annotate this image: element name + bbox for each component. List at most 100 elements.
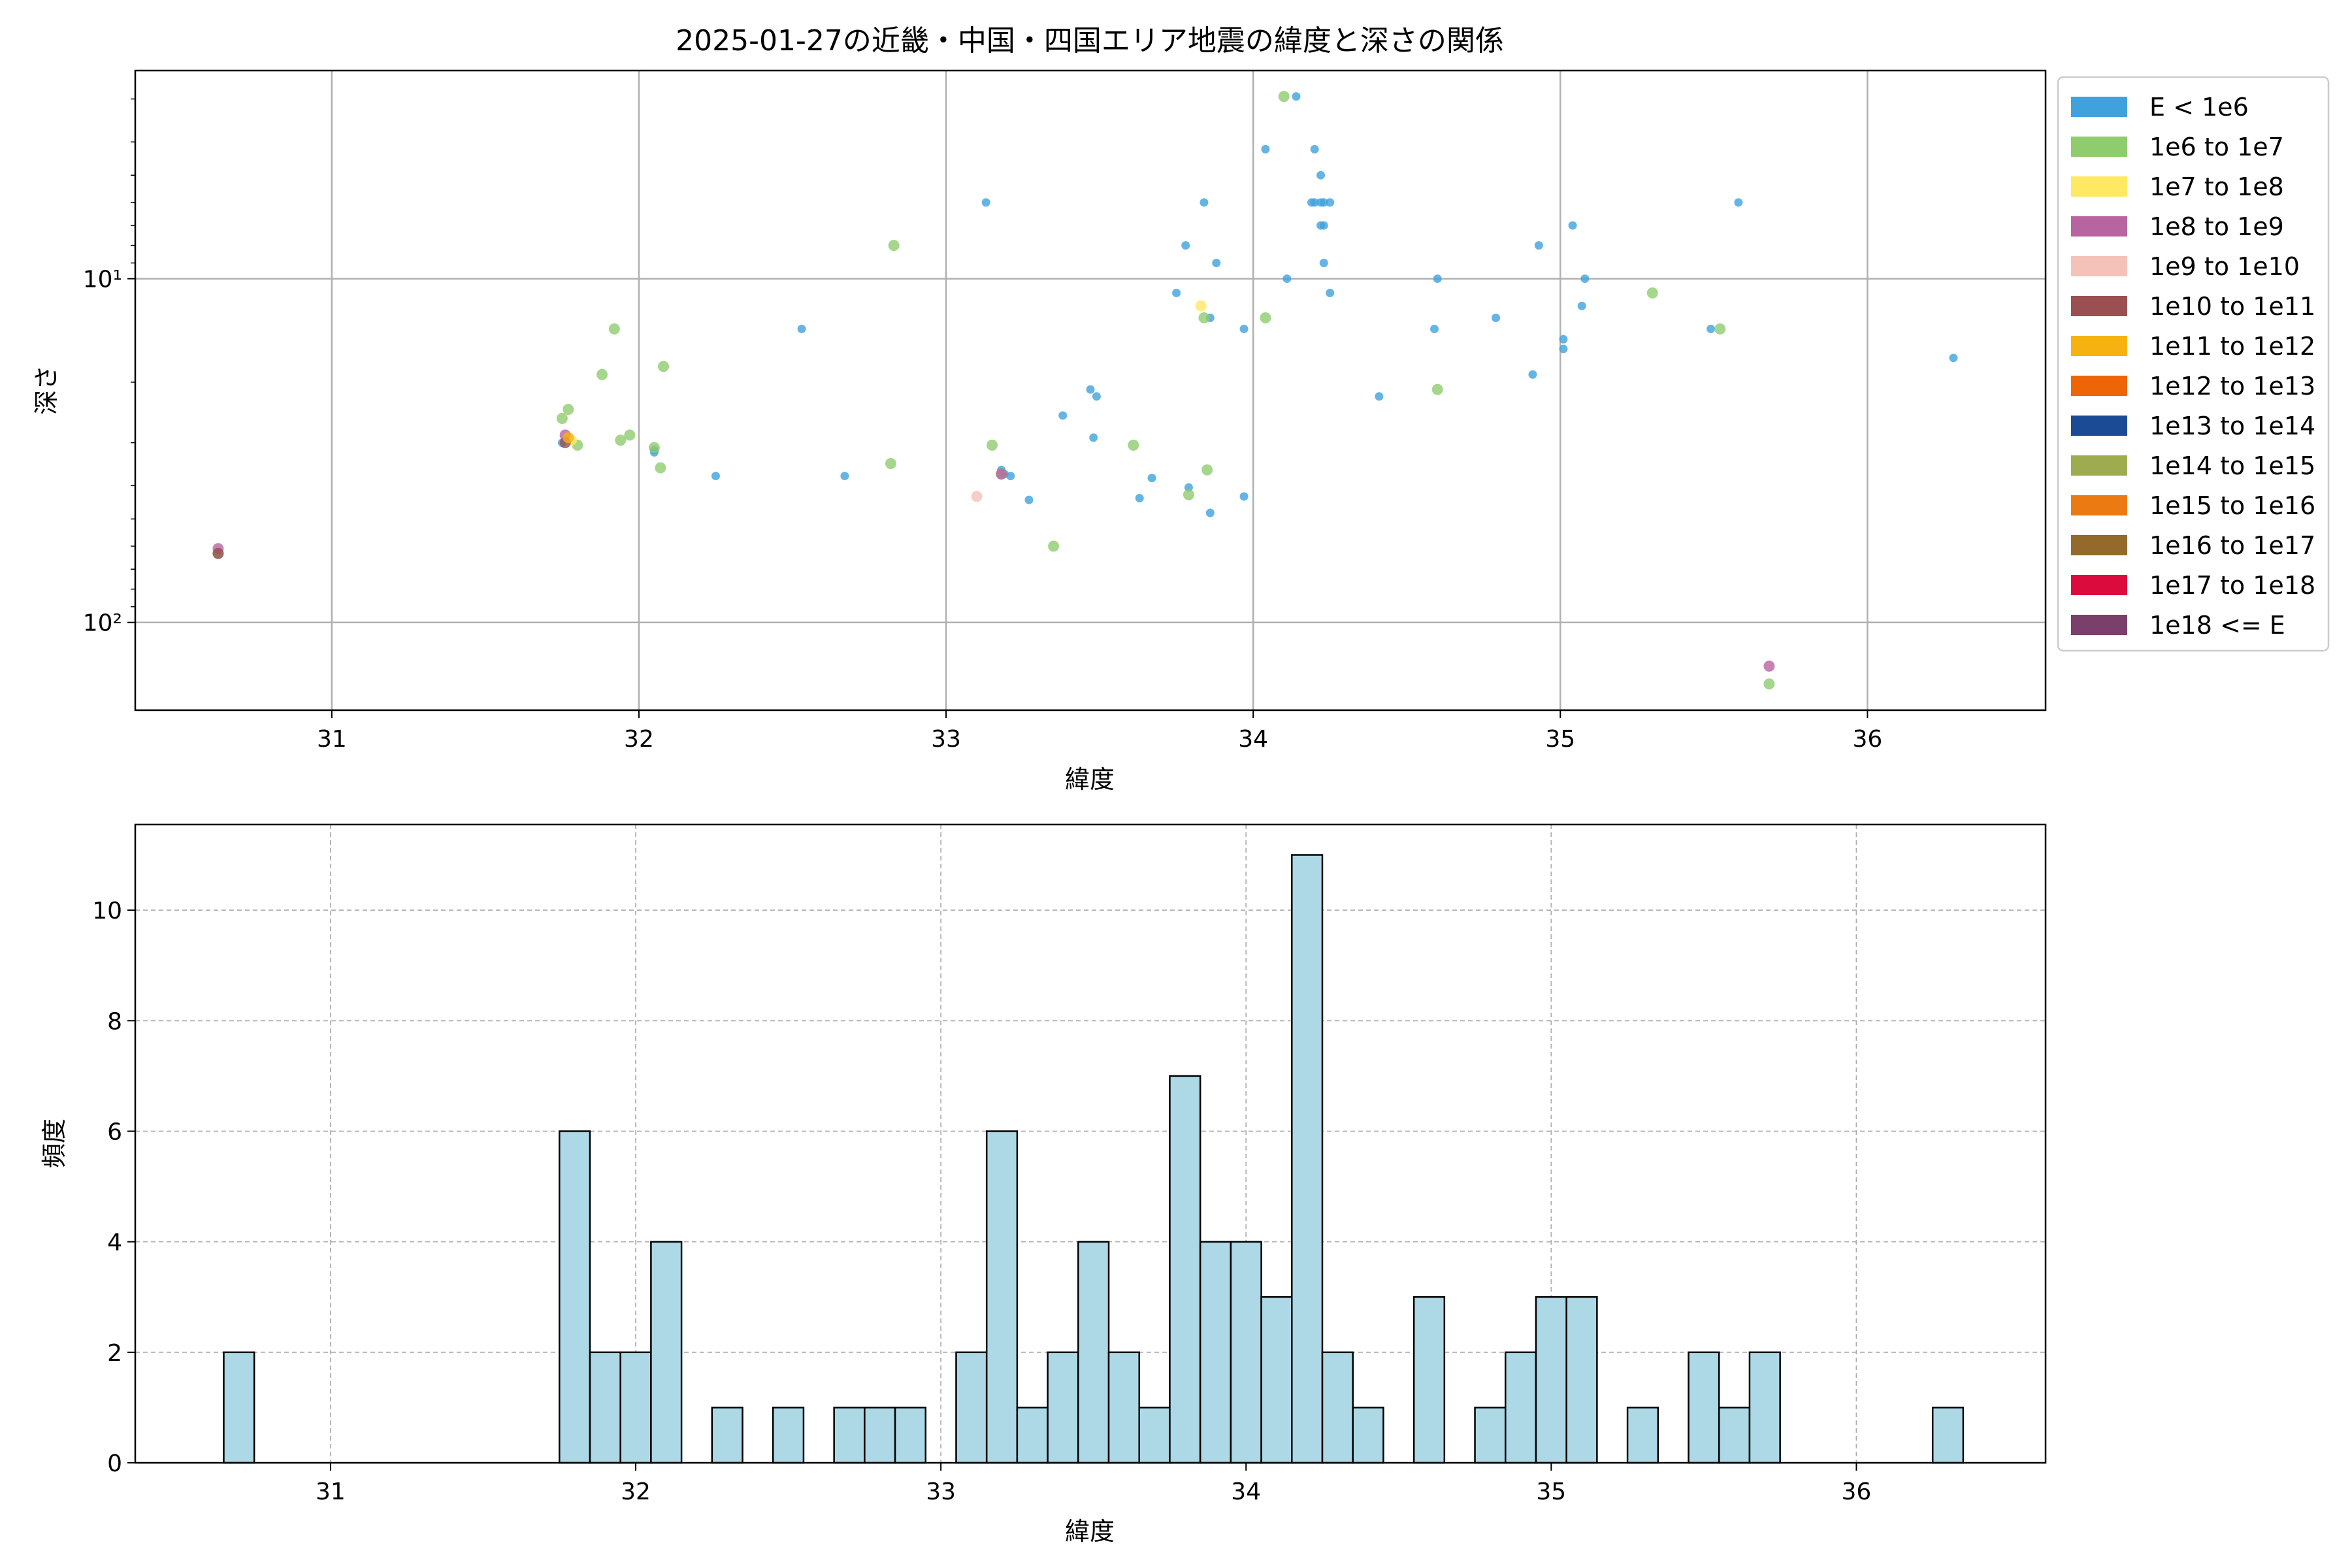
scatter-point [840,472,849,481]
figure-title: 2025-01-27の近畿・中国・四国エリア地震の緯度と深さの関係 [676,24,1504,57]
scatter-point [1278,91,1290,103]
histogram-y-tick-label: 4 [107,1230,122,1256]
scatter-point [1319,259,1328,268]
histogram-bar [1688,1351,1720,1464]
scatter-point [1431,384,1443,395]
histogram-bar [559,1130,591,1464]
scatter-point [596,368,608,380]
histogram-bar [1748,1351,1781,1464]
scatter-point [1492,314,1501,323]
scatter-x-tick-label: 34 [1238,726,1268,753]
histogram-x-tick-label: 36 [1841,1478,1871,1505]
scatter-point [658,361,670,372]
scatter-point [1086,385,1095,394]
scatter-plot-frame [134,69,2047,711]
scatter-point [996,468,1007,480]
legend-label: 1e7 to 1e8 [2149,172,2284,201]
histogram-bar [1535,1296,1567,1464]
scatter-point [1181,241,1190,250]
scatter-x-axis-label: 緯度 [1065,765,1115,794]
histogram-bar [1321,1351,1354,1464]
histogram-bar [1047,1351,1079,1464]
histogram-y-tick-label: 8 [107,1008,122,1035]
scatter-point [563,404,574,416]
scatter-point [1024,495,1034,504]
scatter-point [1949,353,1958,363]
legend-label: 1e8 to 1e9 [2149,212,2284,241]
histogram-x-tick-label: 35 [1536,1478,1566,1505]
histogram-bar [1718,1407,1751,1464]
scatter-point [1212,259,1221,268]
scatter-point [987,439,998,451]
histogram-bar [711,1407,743,1464]
scatter-ticks: 31 32 33 34 35 36 10¹ 10² [83,98,1882,753]
scatter-point [608,323,620,335]
legend-label: 1e10 to 1e11 [2149,292,2315,321]
histogram-y-tick-label: 2 [107,1340,122,1367]
histogram-bar [864,1407,896,1464]
legend-label: E < 1e6 [2149,93,2249,122]
legend-swatch [2071,535,2127,555]
scatter-point [1326,288,1335,297]
scatter-point [1430,324,1439,333]
legend-label: 1e17 to 1e18 [2149,571,2315,600]
scatter-point [615,434,627,446]
histogram-x-tick-label: 31 [316,1478,346,1505]
scatter-point [1205,508,1215,517]
histogram-bar [1565,1296,1598,1464]
legend-swatch [2071,176,2127,197]
histogram-bar [1138,1407,1171,1464]
histogram-bar [1169,1075,1201,1464]
legend-label: 1e15 to 1e16 [2149,491,2315,520]
legend-swatch [2071,455,2127,476]
histogram-bar [772,1407,805,1464]
histogram-bar [1626,1407,1659,1464]
histogram-x-tick-label: 34 [1231,1478,1261,1505]
scatter-y-tick-label: 10¹ [83,267,122,293]
scatter-point [1200,198,1209,207]
histogram-bar [1107,1351,1140,1464]
histogram-bar [1413,1296,1446,1464]
scatter-point [1282,274,1292,284]
legend-swatch [2071,216,2127,237]
histogram-x-tick-label: 33 [926,1478,956,1505]
scatter-point [1319,221,1328,230]
legend-swatch [2071,256,2127,276]
scatter-point [1128,439,1139,451]
histogram-x-axis-label: 緯度 [1065,1517,1115,1546]
histogram-y-tick-label: 6 [107,1119,122,1145]
scatter-point [1316,171,1326,180]
legend-label: 1e14 to 1e15 [2149,451,2315,480]
legend-items: E < 1e6 1e6 to 1e7 1e7 to 1e8 1e8 to 1e9 1e9… [2071,93,2315,640]
histogram-bar [589,1351,621,1464]
scatter-point [1580,274,1590,284]
scatter-point [1239,324,1249,333]
scatter-y-tick-label: 10² [83,610,122,637]
histogram-bar [1352,1407,1384,1464]
scatter-point [1092,392,1101,401]
histogram-bar [1474,1407,1507,1464]
legend-label: 1e9 to 1e10 [2149,252,2300,281]
scatter-point [624,429,636,441]
scatter-point [1707,324,1716,333]
histogram-y-tick-label: 0 [107,1450,122,1477]
legend-label: 1e18 <= E [2149,611,2285,640]
scatter-panel: 31 32 33 34 35 36 10¹ 10² 緯度 深さ [32,69,2047,794]
scatter-point [711,472,720,481]
histogram-bar [1077,1241,1110,1464]
scatter-point [1559,335,1568,344]
histogram-bar [833,1407,866,1464]
scatter-grid [135,71,2046,710]
scatter-point [981,198,990,207]
scatter-point [1048,540,1060,552]
legend-swatch [2071,575,2127,595]
histogram-bar [650,1241,683,1464]
scatter-point [797,324,806,333]
histogram-bar [1504,1351,1537,1464]
histogram-ticks: 31 32 33 34 35 36 0 2 4 6 8 10 [92,898,1871,1505]
scatter-point [1559,344,1568,353]
histogram-bar [1230,1241,1262,1464]
scatter-point [648,442,660,453]
scatter-point [1310,198,1319,207]
